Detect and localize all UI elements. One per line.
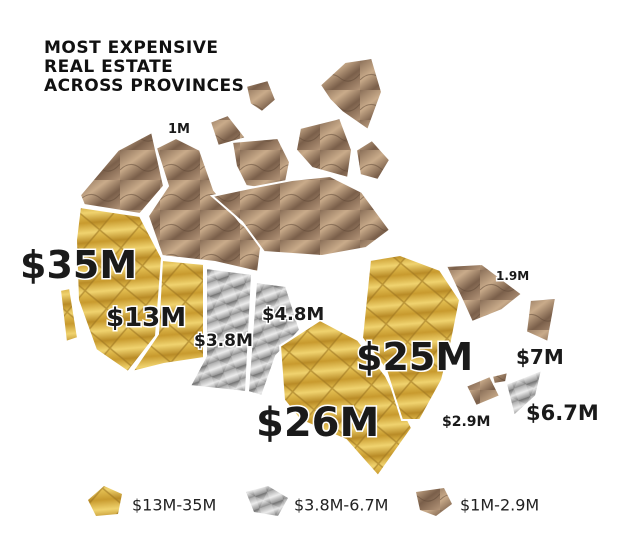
labrador: [444, 262, 524, 324]
region-label: 1M: [168, 122, 190, 137]
region-label: $13M: [106, 303, 186, 333]
ontario: [278, 318, 414, 478]
new-brunswick: [464, 374, 502, 408]
nova-scotia: [504, 368, 544, 418]
legend-swatch: [246, 486, 288, 516]
region-label: $25M: [356, 335, 473, 379]
legend: $13M-35M $3.8M-6.7M $1M-2.9M: [88, 486, 539, 516]
legend-label: $3.8M-6.7M: [294, 496, 388, 515]
legend-label: $13M-35M: [132, 496, 216, 515]
alberta: [129, 258, 205, 374]
british-columbia: [74, 205, 164, 374]
manitoba: [246, 280, 302, 398]
island: [244, 78, 278, 114]
legend-swatch: [88, 486, 122, 516]
legend-swatch: [416, 488, 452, 516]
region-label: $26M: [256, 400, 379, 446]
region-label: $3.8M: [194, 331, 253, 351]
northwest-territories: [146, 136, 264, 274]
region-label: 1.9M: [496, 269, 529, 283]
island: [318, 56, 384, 132]
island: [294, 116, 354, 180]
island: [354, 138, 392, 182]
region-label: $2.9M: [442, 414, 490, 430]
title-line: MOST EXPENSIVE: [44, 38, 219, 58]
quebec: [360, 253, 462, 421]
nunavut: [209, 174, 392, 258]
region-label: $4.8M: [262, 304, 324, 325]
title-line: REAL ESTATE: [44, 57, 173, 77]
newfoundland: [524, 296, 558, 344]
vancouver-island: [58, 286, 80, 344]
labels: 1M $35M $13M $3.8M $4.8M $26M $25M 1.9M …: [19, 121, 601, 448]
legend-label: $1M-2.9M: [460, 496, 539, 515]
title-line: ACROSS PROVINCES: [44, 76, 244, 96]
island: [208, 113, 248, 148]
prince-edward-island: [490, 370, 510, 386]
region-label: $35M: [20, 243, 137, 287]
provinces: [58, 56, 558, 478]
yukon: [78, 130, 166, 216]
saskatchewan: [188, 266, 254, 394]
region-label: $6.7M: [526, 401, 599, 425]
title: MOST EXPENSIVE REAL ESTATE ACROSS PROVIN…: [44, 38, 244, 96]
region-label: $7M: [516, 345, 564, 369]
